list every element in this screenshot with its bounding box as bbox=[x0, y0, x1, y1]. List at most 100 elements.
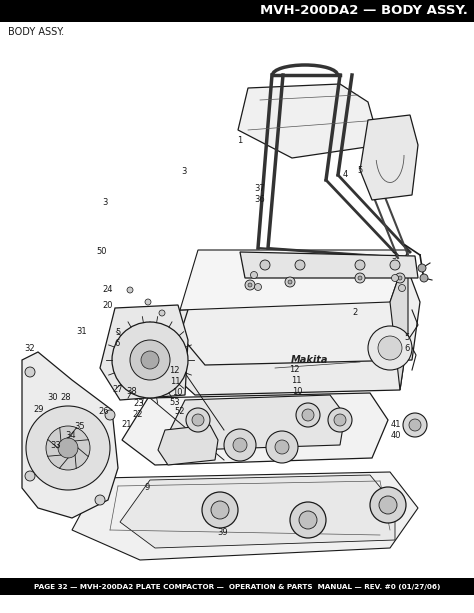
Text: 23: 23 bbox=[133, 399, 144, 408]
Text: 11: 11 bbox=[291, 376, 301, 384]
Circle shape bbox=[26, 406, 110, 490]
Circle shape bbox=[398, 276, 402, 280]
Text: 31: 31 bbox=[76, 327, 87, 335]
Polygon shape bbox=[390, 250, 408, 390]
Polygon shape bbox=[240, 252, 418, 278]
Polygon shape bbox=[170, 395, 345, 450]
Circle shape bbox=[358, 276, 362, 280]
Circle shape bbox=[296, 403, 320, 427]
Circle shape bbox=[275, 440, 289, 454]
Circle shape bbox=[409, 419, 421, 431]
Text: 3: 3 bbox=[392, 252, 397, 261]
Circle shape bbox=[224, 429, 256, 461]
Circle shape bbox=[105, 410, 115, 420]
Polygon shape bbox=[238, 84, 380, 158]
Circle shape bbox=[355, 260, 365, 270]
Text: 40: 40 bbox=[391, 431, 401, 440]
Bar bbox=[0, 578, 474, 595]
Circle shape bbox=[46, 426, 90, 470]
Text: 50: 50 bbox=[97, 247, 107, 256]
Circle shape bbox=[368, 326, 412, 370]
Text: 3: 3 bbox=[181, 167, 187, 176]
Circle shape bbox=[378, 336, 402, 360]
Text: MVH-200DA2 — BODY ASSY.: MVH-200DA2 — BODY ASSY. bbox=[260, 4, 468, 18]
Text: 4: 4 bbox=[342, 170, 348, 179]
Text: 30: 30 bbox=[48, 393, 58, 402]
Circle shape bbox=[379, 496, 397, 514]
Circle shape bbox=[288, 280, 292, 284]
Circle shape bbox=[266, 431, 298, 463]
Text: 53: 53 bbox=[169, 398, 180, 406]
Circle shape bbox=[248, 283, 252, 287]
Circle shape bbox=[233, 438, 247, 452]
Text: 12: 12 bbox=[290, 365, 300, 374]
Circle shape bbox=[255, 283, 262, 291]
Bar bbox=[0, 0, 474, 22]
Circle shape bbox=[395, 273, 405, 283]
Circle shape bbox=[334, 414, 346, 426]
Text: 5: 5 bbox=[357, 166, 363, 175]
Circle shape bbox=[141, 351, 159, 369]
Polygon shape bbox=[180, 250, 408, 310]
Polygon shape bbox=[72, 472, 418, 560]
Circle shape bbox=[250, 272, 257, 278]
Text: 52: 52 bbox=[174, 408, 184, 416]
Circle shape bbox=[418, 264, 426, 272]
Text: 5: 5 bbox=[404, 333, 410, 342]
Text: 36: 36 bbox=[255, 195, 265, 204]
Circle shape bbox=[95, 495, 105, 505]
Circle shape bbox=[25, 367, 35, 377]
Text: 35: 35 bbox=[74, 422, 85, 431]
Text: 20: 20 bbox=[103, 301, 113, 310]
Circle shape bbox=[260, 260, 270, 270]
Circle shape bbox=[145, 299, 151, 305]
Polygon shape bbox=[158, 425, 218, 465]
Polygon shape bbox=[360, 115, 418, 200]
Circle shape bbox=[25, 471, 35, 481]
Text: 32: 32 bbox=[24, 344, 35, 352]
Circle shape bbox=[58, 438, 78, 458]
Circle shape bbox=[202, 492, 238, 528]
Text: 41: 41 bbox=[391, 421, 401, 429]
Circle shape bbox=[392, 275, 399, 281]
Text: 38: 38 bbox=[127, 387, 137, 395]
Text: 39: 39 bbox=[218, 528, 228, 536]
Text: 26: 26 bbox=[98, 408, 109, 416]
Circle shape bbox=[245, 280, 255, 290]
Circle shape bbox=[295, 260, 305, 270]
Text: 10: 10 bbox=[292, 387, 303, 395]
Text: 21: 21 bbox=[122, 420, 132, 428]
Text: 29: 29 bbox=[34, 405, 44, 414]
Text: BODY ASSY.: BODY ASSY. bbox=[8, 27, 64, 37]
Text: 6: 6 bbox=[404, 344, 410, 352]
Text: 11: 11 bbox=[170, 377, 181, 386]
Circle shape bbox=[420, 274, 428, 282]
Text: 37: 37 bbox=[255, 185, 265, 193]
Polygon shape bbox=[180, 270, 420, 365]
Circle shape bbox=[285, 277, 295, 287]
Polygon shape bbox=[120, 475, 395, 548]
Text: 5: 5 bbox=[115, 329, 120, 337]
Circle shape bbox=[159, 310, 165, 316]
Circle shape bbox=[370, 487, 406, 523]
Text: 33: 33 bbox=[51, 441, 61, 449]
Circle shape bbox=[127, 287, 133, 293]
Text: 24: 24 bbox=[103, 286, 113, 294]
Circle shape bbox=[112, 322, 188, 398]
Text: 1: 1 bbox=[237, 137, 242, 145]
Polygon shape bbox=[100, 305, 188, 400]
Text: PAGE 32 — MVH-200DA2 PLATE COMPACTOR —  OPERATION & PARTS  MANUAL — REV. #0 (01/: PAGE 32 — MVH-200DA2 PLATE COMPACTOR — O… bbox=[34, 584, 440, 590]
Circle shape bbox=[355, 273, 365, 283]
Polygon shape bbox=[162, 302, 408, 395]
Circle shape bbox=[328, 408, 352, 432]
Circle shape bbox=[211, 501, 229, 519]
Circle shape bbox=[186, 408, 210, 432]
Circle shape bbox=[290, 502, 326, 538]
Circle shape bbox=[130, 340, 170, 380]
Text: 34: 34 bbox=[65, 431, 75, 440]
Text: Makita: Makita bbox=[291, 355, 329, 365]
Circle shape bbox=[302, 409, 314, 421]
Text: 12: 12 bbox=[169, 367, 180, 375]
Circle shape bbox=[390, 260, 400, 270]
Text: 2: 2 bbox=[352, 308, 357, 317]
